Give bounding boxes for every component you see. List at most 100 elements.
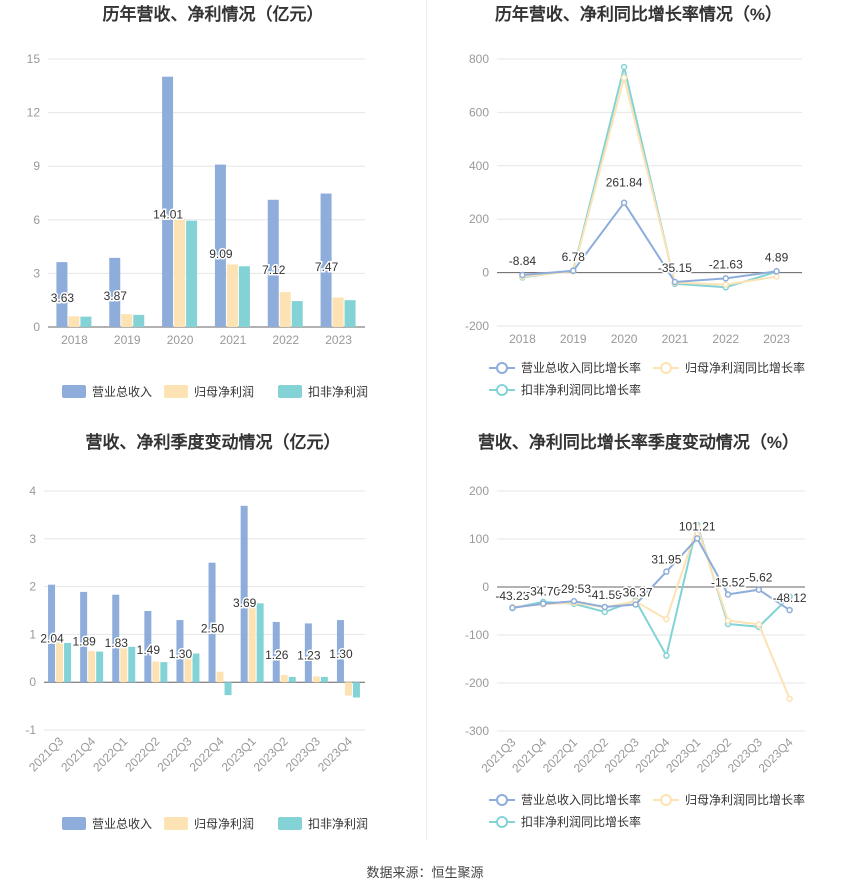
data-point — [509, 604, 516, 612]
bar — [68, 316, 80, 327]
x-tick-label: 2023Q1 — [219, 734, 259, 774]
bar — [279, 292, 291, 327]
data-label: 1.23 — [297, 649, 321, 663]
data-label: 9.09 — [209, 247, 233, 261]
panel-divider — [426, 0, 427, 840]
legend-label: 营业总收入 — [92, 817, 152, 831]
bar — [144, 610, 152, 683]
x-tick-label: 2019 — [114, 333, 141, 347]
data-label: -43.23 — [495, 589, 529, 603]
legend-marker — [496, 384, 508, 396]
data-label: -8.84 — [509, 254, 537, 268]
bar — [184, 654, 192, 683]
bar — [174, 218, 186, 327]
data-point — [663, 615, 670, 623]
y-tick-label: 9 — [33, 159, 40, 173]
data-point — [786, 593, 793, 600]
x-tick-label: 2021Q4 — [58, 734, 98, 774]
data-label: -29.53 — [557, 582, 591, 596]
data-point — [693, 535, 701, 542]
bar — [64, 643, 72, 683]
y-tick-label: -200 — [465, 676, 489, 690]
x-tick-label: 2021 — [662, 332, 689, 346]
legend-swatch — [62, 817, 86, 830]
data-point — [722, 281, 729, 288]
chart-title: 历年营收、净利同比增长率情况（%） — [495, 4, 782, 24]
bar — [162, 76, 174, 327]
bar — [96, 651, 104, 683]
legend-label: 扣非净利润 — [308, 385, 368, 399]
y-tick-label: 0 — [482, 266, 489, 280]
data-point — [620, 199, 628, 206]
bar — [344, 300, 356, 327]
legend-label: 归母净利润 — [194, 385, 254, 399]
bar — [312, 676, 320, 683]
x-tick-label: 2021Q3 — [26, 734, 66, 774]
data-point — [539, 600, 547, 607]
x-tick-label: 2023 — [763, 332, 790, 346]
legend-label: 营业总收入同比增长率 — [521, 360, 641, 375]
data-label: 3.69 — [233, 596, 257, 610]
x-tick-label: 2022Q2 — [122, 734, 162, 774]
bar — [192, 653, 200, 683]
bar — [320, 193, 332, 327]
x-tick-label: 2023 — [325, 333, 352, 347]
data-label: -34.70 — [526, 585, 560, 599]
data-label: 3.87 — [104, 289, 128, 303]
bar — [109, 257, 121, 327]
data-point — [755, 586, 763, 593]
y-tick-label: -200 — [465, 319, 489, 333]
data-label: 2.04 — [40, 631, 64, 645]
bar — [238, 266, 250, 327]
bar — [48, 584, 56, 683]
y-tick-label: 200 — [469, 212, 489, 226]
bar — [80, 591, 88, 683]
data-label: 6.78 — [562, 250, 586, 264]
x-tick-label: 2020 — [167, 333, 194, 347]
bar — [288, 676, 296, 683]
data-label: 3.63 — [51, 291, 75, 305]
legend-swatch — [278, 817, 302, 830]
bar — [272, 621, 280, 683]
legend-label: 营业总收入同比增长率 — [521, 792, 641, 807]
legend-marker — [660, 794, 672, 806]
bar — [240, 505, 248, 683]
y-tick-label: 600 — [469, 105, 489, 119]
data-label: -21.63 — [709, 257, 743, 271]
bar — [128, 646, 136, 683]
data-label: 1.26 — [265, 648, 289, 662]
x-tick-label: 2020 — [611, 332, 638, 346]
bar — [304, 623, 312, 683]
bar — [112, 594, 120, 683]
y-tick-label: 3 — [33, 266, 40, 280]
y-tick-label: 12 — [27, 106, 41, 120]
bar — [176, 620, 184, 683]
bar — [152, 661, 160, 683]
bar — [133, 314, 145, 327]
legend-swatch — [278, 385, 302, 398]
bar — [248, 600, 256, 683]
data-label: 7.12 — [262, 263, 286, 277]
y-tick-label: 100 — [469, 532, 489, 546]
bar — [291, 301, 303, 327]
data-point — [570, 267, 577, 275]
data-label: 1.89 — [72, 635, 96, 649]
data-point — [519, 271, 526, 279]
bar — [216, 671, 224, 683]
data-point — [693, 523, 701, 531]
legend-marker — [496, 816, 508, 828]
data-label: 7.47 — [315, 260, 339, 274]
x-tick-label: 2018 — [61, 333, 88, 347]
x-tick-label: 2022 — [712, 332, 739, 346]
x-tick-label: 2022Q3 — [154, 734, 194, 774]
data-label: -48.12 — [773, 591, 807, 605]
bar — [160, 662, 168, 683]
series-line — [512, 536, 791, 611]
data-point — [601, 603, 609, 611]
data-point — [773, 268, 780, 275]
y-tick-label: 0 — [482, 580, 489, 594]
y-tick-label: 0 — [33, 320, 40, 334]
data-point — [671, 278, 679, 286]
y-tick-label: 15 — [27, 52, 41, 66]
data-label: 4.89 — [765, 250, 789, 264]
